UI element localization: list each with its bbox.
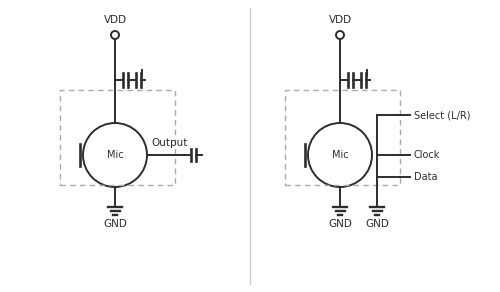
Text: Clock: Clock: [414, 150, 440, 160]
Text: GND: GND: [328, 219, 352, 229]
Circle shape: [83, 123, 147, 187]
Text: Data: Data: [414, 172, 438, 182]
Text: Output: Output: [152, 138, 188, 148]
Text: VDD: VDD: [328, 15, 351, 25]
Text: Select (L/R): Select (L/R): [414, 110, 470, 120]
Text: GND: GND: [365, 219, 389, 229]
Circle shape: [308, 123, 372, 187]
Text: VDD: VDD: [104, 15, 126, 25]
Text: Mic: Mic: [332, 150, 348, 160]
Text: GND: GND: [103, 219, 127, 229]
Text: Mic: Mic: [106, 150, 124, 160]
